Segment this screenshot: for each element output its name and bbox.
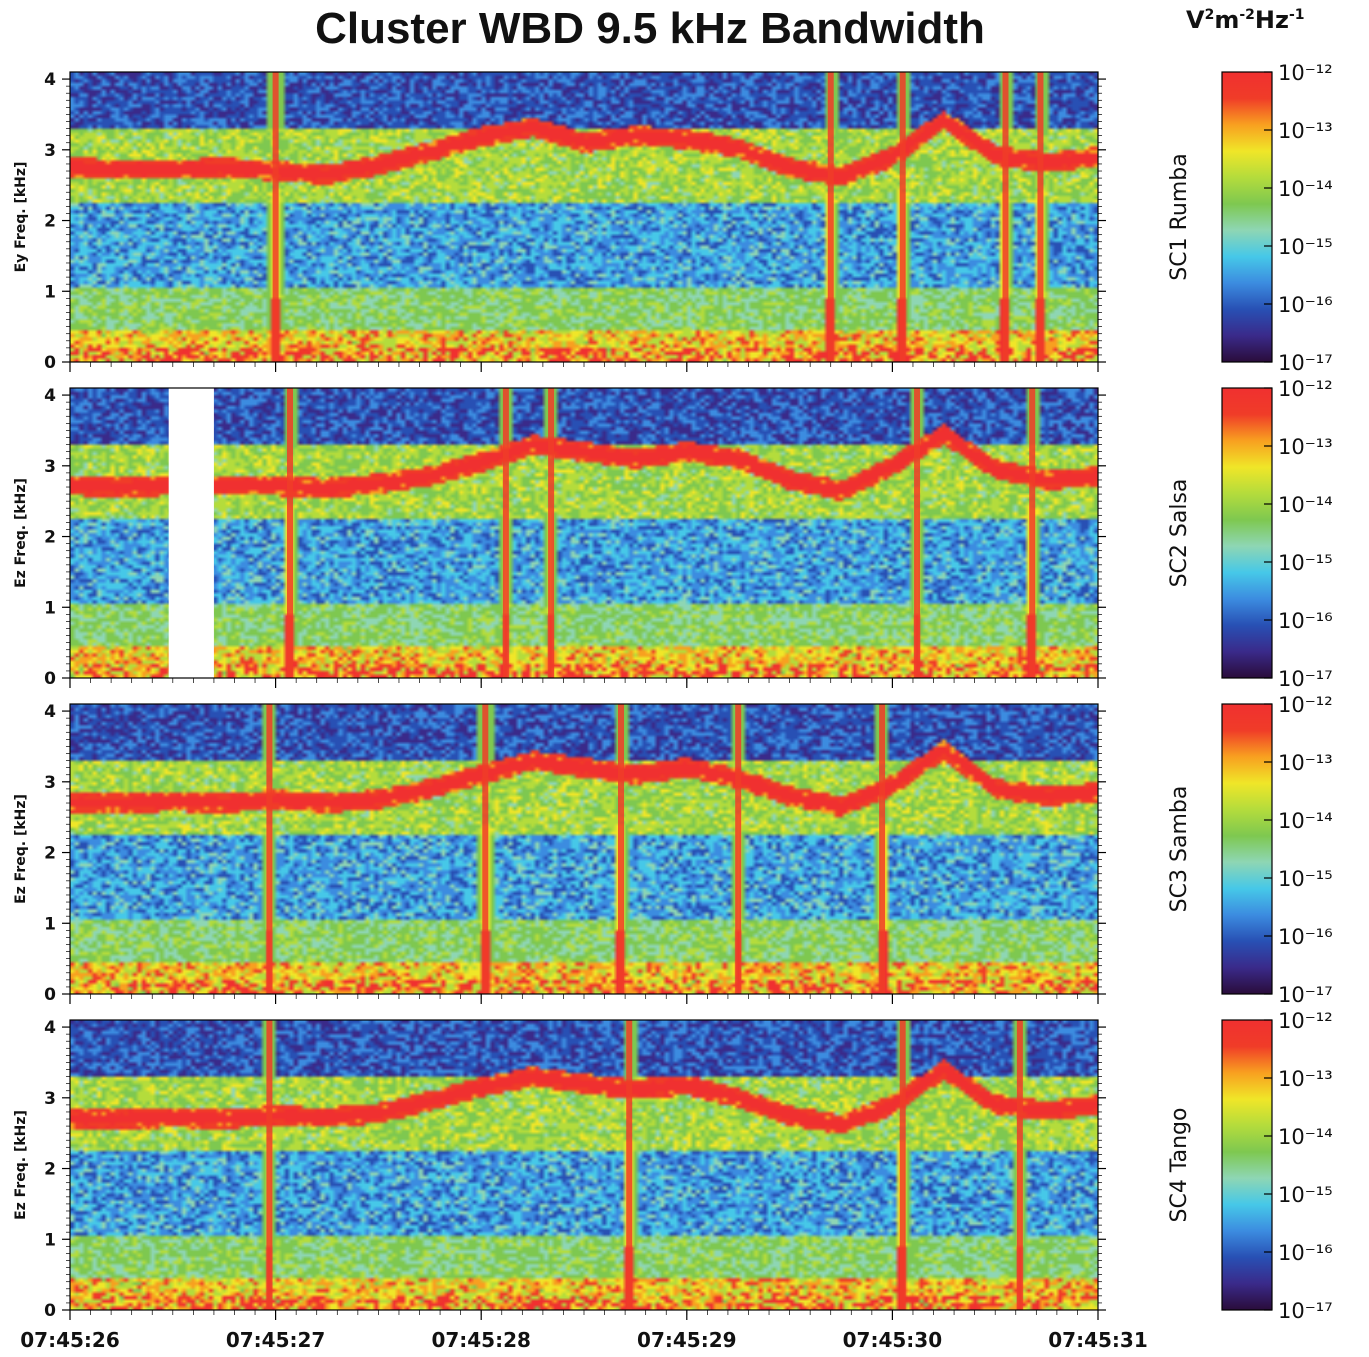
spacecraft-label: SC4 Tango — [1167, 1108, 1192, 1223]
chart-title: Cluster WBD 9.5 kHz Bandwidth — [315, 4, 985, 53]
colorbar-tick-label: 10⁻¹⁷ — [1278, 983, 1333, 1007]
y-tick-label: 4 — [44, 70, 56, 90]
colorbar-tick-label: 10⁻¹³ — [1278, 435, 1333, 459]
colorbar-tick-label: 10⁻¹⁴ — [1278, 1125, 1333, 1149]
spike-mark — [879, 704, 886, 994]
colorbar-tick-label: 10⁻¹⁵ — [1278, 1183, 1333, 1207]
spike-mark — [548, 388, 555, 678]
spectrogram-image — [70, 388, 1098, 678]
colorbar-tick-label: 10⁻¹² — [1278, 61, 1333, 85]
y-tick-label: 3 — [44, 141, 56, 161]
units-hz: Hz — [1254, 6, 1289, 34]
colorbar-tick-label: 10⁻¹⁶ — [1278, 925, 1333, 949]
spacecraft-label: SC3 Samba — [1167, 786, 1192, 913]
spacecraft-label: SC2 Salsa — [1167, 479, 1192, 588]
y-axis-label: Ez Freq. [kHz] — [13, 794, 29, 904]
x-tick-label: 07:45:29 — [637, 1328, 737, 1352]
y-axis-label: Ez Freq. [kHz] — [13, 1110, 29, 1220]
spike-mark — [1037, 72, 1044, 362]
colorbar-tick-label: 10⁻¹² — [1278, 693, 1333, 717]
spike-mark — [272, 72, 279, 362]
y-tick-label: 1 — [44, 914, 56, 934]
spectrogram-image — [70, 1020, 1098, 1310]
colorbar-tick-label: 10⁻¹⁴ — [1278, 809, 1333, 833]
y-tick-label: 4 — [44, 1018, 56, 1038]
colorbar — [1221, 703, 1273, 995]
colorbar-tick-label: 10⁻¹³ — [1278, 751, 1333, 775]
y-tick-label: 2 — [44, 212, 56, 232]
y-tick-label: 2 — [44, 1160, 56, 1180]
colorbar-tick-label: 10⁻¹³ — [1278, 119, 1333, 143]
panel-2: 0 1 2 3 4 Ez Freq. [kHz] SC2 Salsa 10⁻¹² 10⁻¹³ 10… — [13, 377, 1333, 691]
units-sup-3: -1 — [1288, 7, 1305, 23]
colorbar-tick-label: 10⁻¹⁷ — [1278, 351, 1333, 375]
y-tick-label: 3 — [44, 773, 56, 793]
y-tick-label: 1 — [44, 598, 56, 618]
colorbar-tick-label: 10⁻¹⁴ — [1278, 493, 1333, 517]
spike-mark — [286, 388, 293, 678]
spike-mark — [914, 388, 921, 678]
x-tick-label: 07:45:26 — [20, 1328, 120, 1352]
y-tick-label: 3 — [44, 457, 56, 477]
spacecraft-label: SC1 Rumba — [1167, 153, 1192, 280]
x-tick-label: 07:45:30 — [843, 1328, 943, 1352]
y-tick-label: 0 — [44, 1301, 56, 1321]
colorbar-units: V2m-2Hz-1 — [1186, 6, 1305, 34]
spike-mark — [618, 704, 625, 994]
colorbar-tick-label: 10⁻¹⁵ — [1278, 867, 1333, 891]
y-tick-label: 1 — [44, 1230, 56, 1250]
x-tick-label: 07:45:28 — [431, 1328, 531, 1352]
colorbar-tick-label: 10⁻¹² — [1278, 1009, 1333, 1033]
units-mid: m — [1214, 6, 1240, 34]
panel-1: 0 1 2 3 4 Ey Freq. [kHz] SC1 Rumba 10⁻¹² 10⁻¹³ 10… — [13, 61, 1333, 375]
colorbar-tick-label: 10⁻¹⁴ — [1278, 177, 1333, 201]
y-tick-label: 4 — [44, 702, 56, 722]
x-tick-label: 07:45:27 — [226, 1328, 326, 1352]
y-tick-label: 0 — [44, 353, 56, 373]
colorbar-tick-label: 10⁻¹⁵ — [1278, 235, 1333, 259]
units-base: V — [1186, 6, 1205, 34]
y-tick-label: 4 — [44, 386, 56, 406]
spike-mark — [899, 72, 906, 362]
spike-mark — [266, 1020, 273, 1310]
y-tick-label: 3 — [44, 1089, 56, 1109]
spike-mark — [482, 704, 489, 994]
colorbar-tick-label: 10⁻¹² — [1278, 377, 1333, 401]
colorbar — [1221, 71, 1273, 363]
y-axis-label: Ey Freq. [kHz] — [13, 162, 29, 273]
y-tick-label: 0 — [44, 985, 56, 1005]
spike-mark — [1002, 72, 1009, 362]
colorbar — [1221, 387, 1273, 679]
colorbar-tick-label: 10⁻¹⁶ — [1278, 293, 1333, 317]
spike-mark — [502, 388, 509, 678]
spike-mark — [626, 1020, 633, 1310]
spectrogram-image — [70, 72, 1098, 362]
y-tick-label: 2 — [44, 528, 56, 548]
spike-mark — [735, 704, 742, 994]
y-tick-label: 0 — [44, 669, 56, 689]
spike-mark — [1016, 1020, 1023, 1310]
x-tick-label: 07:45:31 — [1048, 1328, 1148, 1352]
spike-mark — [1029, 388, 1036, 678]
colorbar-tick-label: 10⁻¹⁷ — [1278, 667, 1333, 691]
units-sup-1: 2 — [1204, 7, 1215, 23]
y-tick-label: 1 — [44, 282, 56, 302]
colorbar-tick-label: 10⁻¹⁶ — [1278, 609, 1333, 633]
panel-4: 0 1 2 3 4 Ez Freq. [kHz] SC4 Tango 10⁻¹² 10⁻¹³ 10… — [13, 1009, 1333, 1323]
y-tick-label: 2 — [44, 844, 56, 864]
spike-mark — [899, 1020, 906, 1310]
data-gap — [168, 388, 214, 678]
y-axis-label: Ez Freq. [kHz] — [13, 478, 29, 588]
colorbar-tick-label: 10⁻¹³ — [1278, 1067, 1333, 1091]
colorbar-tick-label: 10⁻¹⁶ — [1278, 1241, 1333, 1265]
colorbar — [1221, 1019, 1273, 1311]
units-sup-2: -2 — [1239, 7, 1255, 23]
panel-3: 0 1 2 3 4 Ez Freq. [kHz] SC3 Samba 10⁻¹² 10⁻¹³ 10… — [13, 693, 1333, 1007]
colorbar-tick-label: 10⁻¹⁷ — [1278, 1299, 1333, 1323]
colorbar-tick-label: 10⁻¹⁵ — [1278, 551, 1333, 575]
spectrogram-image — [70, 704, 1098, 994]
spike-mark — [266, 704, 273, 994]
spike-mark — [827, 72, 834, 362]
